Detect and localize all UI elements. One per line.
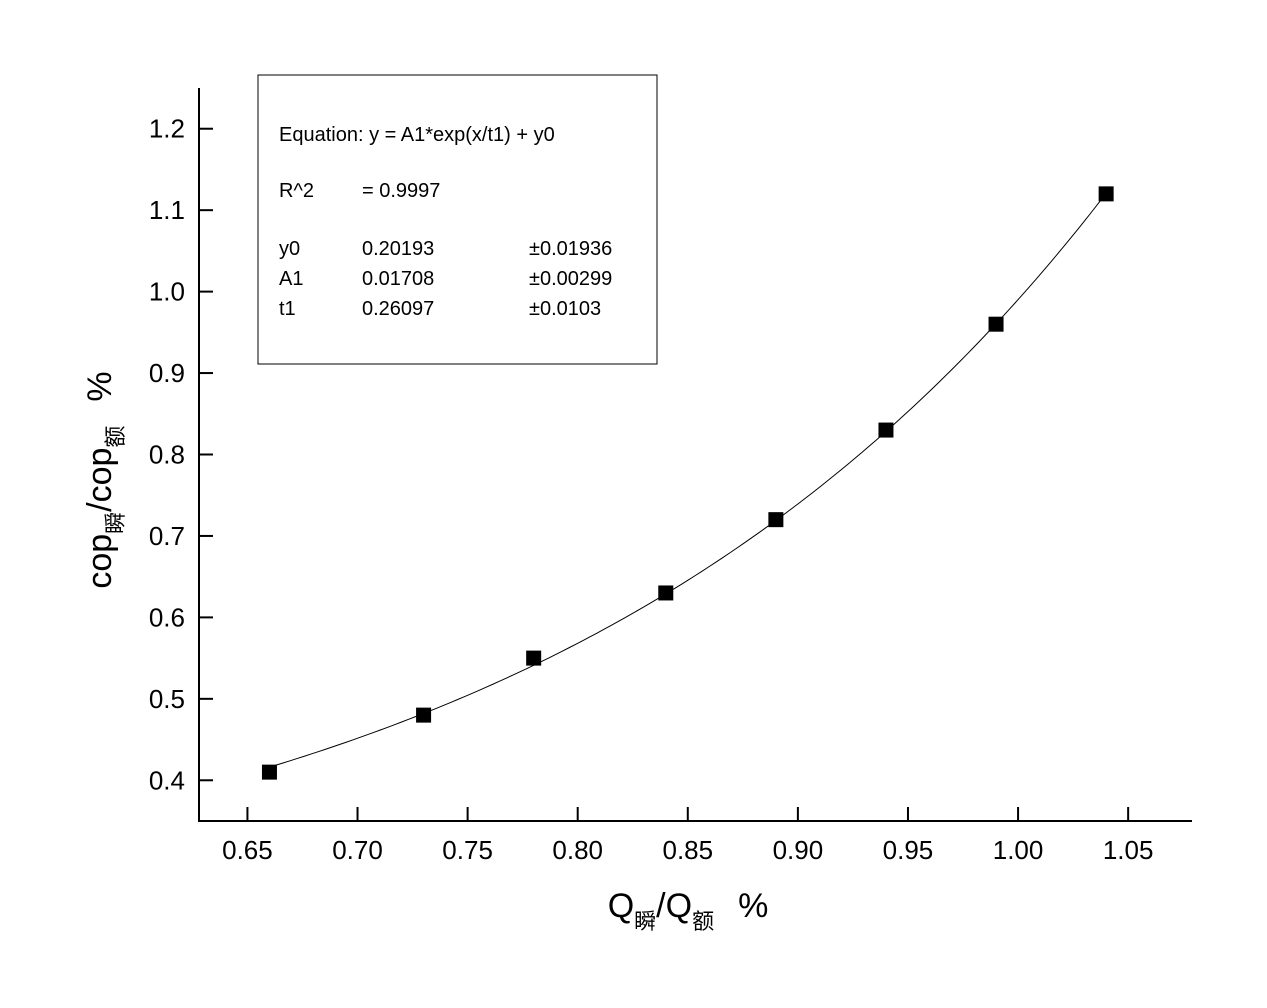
param-value-t1: 0.26097	[362, 298, 434, 320]
y-tick-label: 0.8	[149, 440, 185, 470]
r2-value: = 0.9997	[362, 180, 440, 202]
data-point	[416, 707, 432, 723]
x-axis-title-sub1: 瞬	[634, 909, 656, 934]
y-axis-title-sub2: 额	[103, 426, 128, 448]
param-name-a1: A1	[279, 268, 303, 290]
x-tick-label: 0.65	[222, 835, 273, 865]
x-axis-title-main1: Q	[608, 887, 634, 925]
param-error-a1: ±0.00299	[529, 268, 612, 290]
data-point	[878, 422, 894, 438]
x-tick-label: 0.90	[773, 835, 824, 865]
param-name-t1: t1	[279, 298, 296, 320]
x-tick-label: 0.70	[332, 835, 383, 865]
y-ticks: 0.4 0.5 0.6 0.7 0.8 0.9 1.0 1.1 1.2	[149, 114, 213, 795]
data-point	[261, 764, 277, 780]
y-tick-label: 1.2	[149, 114, 185, 144]
y-tick-label: 0.4	[149, 765, 185, 795]
y-axis-title-sub1: 瞬	[103, 512, 128, 534]
data-point	[768, 512, 784, 528]
x-tick-label: 1.05	[1103, 835, 1154, 865]
x-tick-label: 0.75	[442, 835, 493, 865]
equation-text: Equation: y = A1*exp(x/t1) + y0	[279, 124, 555, 146]
fit-annotation-box: Equation: y = A1*exp(x/t1) + y0 R^2 = 0.…	[257, 74, 658, 365]
y-tick-label: 0.7	[149, 521, 185, 551]
r2-label: R^2	[279, 180, 314, 202]
param-error-y0: ±0.01936	[529, 238, 612, 260]
y-axis-title-main1: cop	[81, 534, 119, 589]
param-value-a1: 0.01708	[362, 268, 434, 290]
x-axis-title-slash: /Q	[656, 887, 692, 925]
data-points	[261, 186, 1114, 780]
x-axis-title: Q瞬/Q额%	[608, 887, 769, 934]
y-tick-label: 0.6	[149, 602, 185, 632]
data-point	[1098, 186, 1114, 202]
y-axis-title: cop瞬/cop额%	[81, 371, 128, 588]
y-tick-label: 0.5	[149, 684, 185, 714]
y-tick-label: 0.9	[149, 358, 185, 388]
x-tick-label: 0.85	[662, 835, 713, 865]
annotation-border	[257, 74, 658, 365]
y-axis-title-unit: %	[81, 371, 119, 401]
x-axis-title-unit: %	[738, 887, 768, 925]
param-value-y0: 0.20193	[362, 238, 434, 260]
param-error-t1: ±0.0103	[529, 298, 601, 320]
data-point	[526, 650, 542, 666]
fit-curve	[269, 192, 1107, 768]
data-point	[658, 585, 674, 601]
x-tick-label: 0.95	[883, 835, 934, 865]
x-tick-label: 0.80	[552, 835, 603, 865]
x-ticks: 0.65 0.70 0.75 0.80 0.85 0.90 0.95 1.00 1.05	[222, 807, 1153, 865]
y-axis-title-slash: /cop	[81, 448, 119, 512]
plot-area: 0.65 0.70 0.75 0.80 0.85 0.90 0.95 1.00 1.05 0.4…	[149, 88, 1192, 865]
y-tick-label: 1.1	[149, 195, 185, 225]
y-tick-label: 1.0	[149, 277, 185, 307]
x-tick-label: 1.00	[993, 835, 1044, 865]
x-axis-title-sub2: 额	[692, 909, 714, 934]
data-point	[988, 316, 1004, 332]
param-name-y0: y0	[279, 238, 300, 260]
